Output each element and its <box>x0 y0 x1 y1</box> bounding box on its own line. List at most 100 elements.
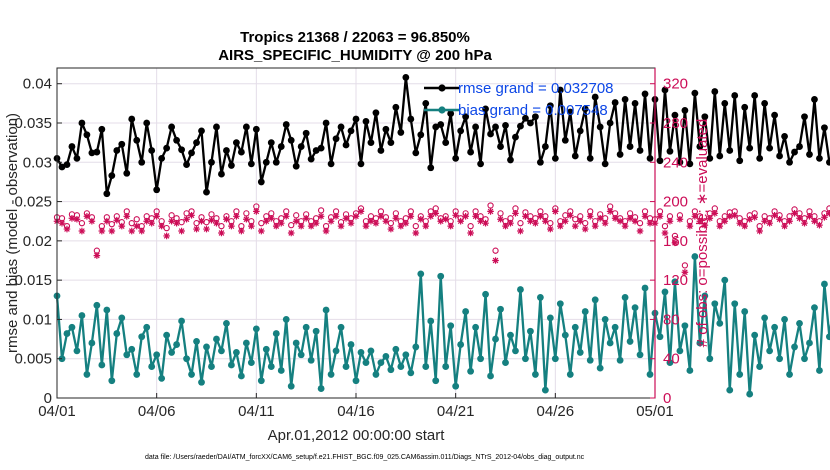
legend-rmse-marker <box>438 84 446 92</box>
bias-point <box>676 347 684 355</box>
bias-point <box>826 333 830 341</box>
rmse-point <box>566 108 574 116</box>
rmse-point <box>821 124 828 132</box>
obs-possible-point <box>218 222 225 230</box>
bias-point <box>527 327 534 335</box>
series-rmse <box>53 74 830 198</box>
obs-evaluated-point <box>666 217 674 225</box>
bias-point <box>472 323 479 331</box>
rmse-point <box>153 186 161 194</box>
bias-point <box>327 371 335 378</box>
rmse-point <box>427 164 435 172</box>
obs-evaluated-point <box>487 208 494 215</box>
obs-evaluated-point <box>547 225 554 233</box>
obs-evaluated-point <box>138 227 146 235</box>
obs-evaluated-point <box>457 217 464 225</box>
rmse-point <box>621 96 629 103</box>
bias-point <box>83 371 91 378</box>
bias-point <box>806 339 813 347</box>
rmse-point <box>731 92 739 99</box>
obs-possible-point <box>108 221 115 228</box>
rmse-point <box>297 143 305 150</box>
rmse-point <box>267 139 275 147</box>
rmse-point <box>467 148 475 156</box>
bias-point <box>422 363 430 370</box>
obs-evaluated-point <box>661 229 669 237</box>
series-obs_evaluated <box>53 208 830 276</box>
rmse-point <box>696 143 704 150</box>
y-left-tick-label: 0.025 <box>14 194 52 211</box>
rmse-point <box>586 154 594 162</box>
y-left-tick-label: 0 <box>44 390 52 407</box>
obs-evaluated-point <box>472 213 479 220</box>
bias-point <box>656 333 664 341</box>
bias-point <box>551 355 559 363</box>
rmse-point <box>561 136 569 144</box>
obs-evaluated-point <box>427 213 435 220</box>
y-right-tick-label: 200 <box>663 194 688 211</box>
obs-evaluated-point <box>302 214 310 222</box>
obs-evaluated-point <box>821 213 828 221</box>
bias-point <box>242 339 250 347</box>
rmse-point <box>218 170 225 178</box>
obs-evaluated-point <box>258 227 265 235</box>
bias-point <box>78 312 86 319</box>
bias-point <box>108 377 116 385</box>
obs-evaluated-point <box>173 219 180 227</box>
rmse-point <box>507 156 514 164</box>
rmse-point <box>502 121 509 129</box>
bias-point <box>447 322 455 330</box>
obs-evaluated-point <box>218 229 225 237</box>
bias-point <box>118 314 126 322</box>
rmse-point <box>671 111 679 119</box>
x-tick-label: 04/06 <box>138 403 176 420</box>
bias-point <box>68 323 76 331</box>
bias-point <box>337 323 345 331</box>
bias-point <box>731 300 739 308</box>
obs-evaluated-point <box>93 252 101 259</box>
obs-evaluated-point <box>676 215 684 223</box>
obs-evaluated-point <box>706 214 714 222</box>
obs-evaluated-point <box>816 221 823 229</box>
rmse-point <box>237 148 245 156</box>
rmse-point <box>103 190 111 198</box>
bias-point <box>536 294 544 301</box>
bias-point <box>63 330 71 337</box>
bias-point <box>661 288 669 296</box>
bias-point <box>801 355 808 363</box>
rmse-point <box>706 154 714 162</box>
obs-evaluated-point <box>527 217 534 225</box>
obs-possible-point <box>128 220 135 227</box>
rmse-point <box>98 125 106 133</box>
rmse-point <box>377 147 385 154</box>
obs-evaluated-point <box>407 213 415 220</box>
bias-point <box>352 377 360 385</box>
rmse-point <box>606 119 614 127</box>
rmse-point <box>282 121 290 128</box>
rmse-point <box>407 115 415 123</box>
obs-evaluated-point <box>482 219 489 227</box>
bias-point <box>213 335 220 343</box>
obs-evaluated-point <box>128 227 136 235</box>
rmse-point <box>796 143 803 150</box>
series-group <box>53 74 830 398</box>
bias-point <box>432 377 440 385</box>
rmse-point <box>118 140 126 148</box>
obs-evaluated-point <box>452 212 459 219</box>
rmse-point <box>686 160 694 168</box>
bias-point <box>517 286 524 293</box>
bias-point <box>267 363 275 370</box>
bias-point <box>402 351 410 359</box>
bias-point <box>706 355 714 363</box>
rmse-point <box>646 154 654 162</box>
series-bias <box>53 253 830 398</box>
data-file-footer: data file: /Users/raeder/DAI/ATM_forcXX/… <box>145 454 585 461</box>
obs-evaluated-point <box>387 225 395 233</box>
bias-point <box>233 349 240 356</box>
obs-evaluated-point <box>477 217 484 225</box>
bias-point <box>512 347 519 355</box>
bias-point <box>631 304 639 312</box>
bias-point <box>387 366 395 374</box>
rmse-point <box>78 119 86 127</box>
bias-point <box>123 351 131 359</box>
